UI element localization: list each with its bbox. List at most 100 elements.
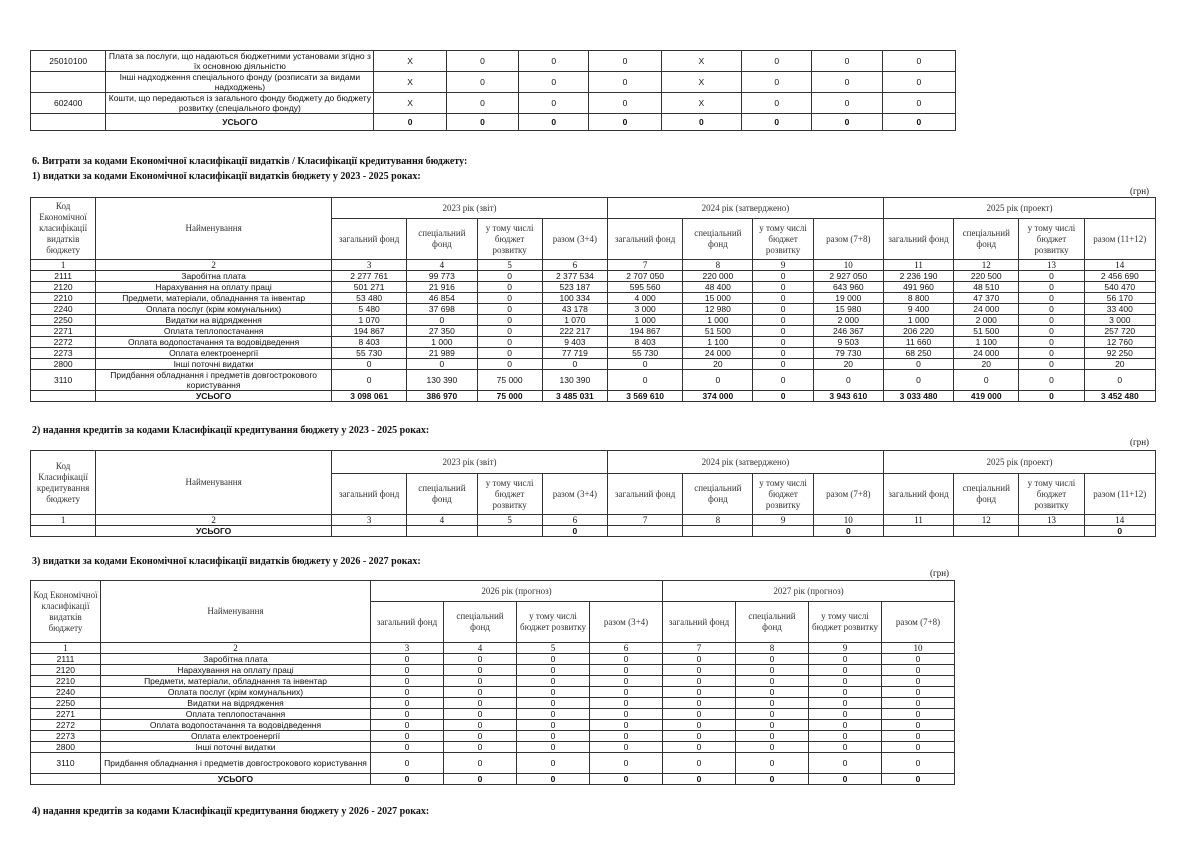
value-cell: 37 698 — [406, 303, 478, 315]
column-header: разом (3+4) — [589, 601, 663, 643]
value-cell: X — [373, 92, 447, 114]
value-cell: 0 — [588, 71, 662, 93]
value-cell: 0 — [741, 50, 813, 72]
table-row: 2240 Оплата послуг (крім комунальних) 5 48… — [29, 303, 1157, 315]
value-cell: 0 — [662, 653, 736, 665]
value-cell: 0 — [662, 773, 736, 785]
value-cell: 0 — [518, 50, 590, 72]
column-number: 11 — [882, 514, 955, 526]
value-cell: 3 098 061 — [331, 390, 408, 402]
value-cell: 0 — [811, 113, 883, 131]
column-header: спеціальний фонд — [953, 218, 1020, 260]
value-cell: 75 000 — [476, 369, 543, 391]
column-header: спеціальний фонд — [406, 473, 478, 515]
name-cell: Оплата теплопостачання — [100, 708, 371, 720]
unit-label: (грн) — [1130, 186, 1150, 196]
value-cell: 0 — [735, 773, 809, 785]
column-header: спеціальний фонд — [443, 601, 517, 643]
value-cell: 0 — [812, 369, 884, 391]
column-number: 13 — [1018, 514, 1085, 526]
value-cell: 0 — [752, 358, 814, 370]
name-cell: Інші поточні видатки — [100, 741, 371, 753]
table-row: 2271 Оплата теплопостачання 194 867 27 350 0… — [29, 325, 1157, 337]
column-number: 14 — [1083, 259, 1157, 271]
code-header: Код Класифікації кредитування бюджету — [29, 450, 97, 515]
value-cell — [476, 525, 543, 537]
value-cell: 3 452 480 — [1083, 390, 1157, 402]
column-header: у тому числі бюджет розвитку — [476, 473, 543, 515]
value-cell: 0 — [808, 752, 882, 774]
name-cell: Оплата водопостачання та водовідведення — [100, 719, 371, 731]
value-cell: 0 — [370, 675, 444, 687]
value-cell — [882, 525, 955, 537]
value-cell: 0 — [881, 752, 955, 774]
name-cell: Оплата водопостачання та водовідведення — [95, 336, 333, 348]
column-header: загальний фонд — [331, 473, 408, 515]
value-cell: 0 — [370, 773, 444, 785]
column-number: 1 — [29, 514, 97, 526]
value-cell: X — [373, 71, 447, 93]
value-cell: 206 220 — [882, 325, 955, 337]
value-cell: 24 000 — [682, 347, 754, 359]
code-cell: 25010100 — [29, 50, 107, 72]
code-cell: 2250 — [30, 697, 101, 709]
total-row: УСЬОГО 0 0 0 0 0 0 0 0 — [30, 773, 955, 785]
value-cell: 0 — [370, 686, 444, 698]
value-cell: 1 000 — [606, 314, 684, 326]
column-number: 13 — [1018, 259, 1085, 271]
value-cell: 51 500 — [953, 325, 1020, 337]
column-header: спеціальний фонд — [682, 218, 754, 260]
value-cell: 75 000 — [476, 390, 543, 402]
value-cell: 0 — [541, 358, 609, 370]
value-cell: 0 — [735, 697, 809, 709]
column-header: разом (3+4) — [541, 218, 609, 260]
value-cell: 3 000 — [1083, 314, 1157, 326]
value-cell: 0 — [445, 71, 520, 93]
value-cell: 9 403 — [541, 336, 609, 348]
column-number: 9 — [808, 642, 882, 654]
value-cell: 68 250 — [882, 347, 955, 359]
table-row: 2120 Нарахування на оплату праці 501 271 21… — [29, 281, 1157, 293]
value-cell: 3 485 031 — [541, 390, 609, 402]
column-header: загальний фонд — [882, 473, 955, 515]
column-header: спеціальний фонд — [682, 473, 754, 515]
table-row: 2800 Інші поточні видатки 0 0 0 0 0 0 0 0 — [30, 741, 955, 753]
column-header: загальний фонд — [662, 601, 736, 643]
value-cell: 2 000 — [812, 314, 884, 326]
year-header: 2023 рік (звіт) — [331, 197, 608, 219]
value-cell: 0 — [445, 113, 520, 131]
column-number: 6 — [589, 642, 663, 654]
value-cell: 0 — [953, 369, 1020, 391]
value-cell: 0 — [662, 708, 736, 720]
value-cell: 386 970 — [406, 390, 478, 402]
value-cell: 491 960 — [882, 281, 955, 293]
value-cell: 92 250 — [1083, 347, 1157, 359]
value-cell: 0 — [445, 92, 520, 114]
value-cell: 0 — [735, 653, 809, 665]
year-header: 2023 рік (звіт) — [331, 450, 608, 474]
subsection-2-title: 2) надання кредитів за кодами Класифікац… — [32, 425, 430, 436]
column-header: у тому числі бюджет розвитку — [752, 218, 814, 260]
value-cell: 0 — [735, 664, 809, 676]
value-cell: 0 — [516, 675, 590, 687]
name-header: Найменування — [95, 197, 333, 260]
value-cell: 0 — [752, 303, 814, 315]
value-cell: 0 — [1018, 281, 1085, 293]
value-cell: 21 916 — [406, 281, 478, 293]
value-cell: 501 271 — [331, 281, 408, 293]
column-number: 9 — [752, 259, 814, 271]
value-cell: 540 470 — [1083, 281, 1157, 293]
value-cell: 0 — [808, 675, 882, 687]
code-cell: 2800 — [29, 358, 97, 370]
code-cell — [30, 773, 101, 785]
column-header: разом (11+12) — [1083, 218, 1157, 260]
value-cell: 0 — [516, 730, 590, 742]
code-cell: 3110 — [30, 752, 101, 774]
value-cell: 0 — [662, 741, 736, 753]
name-cell: Предмети, матеріали, обладнання та інвен… — [100, 675, 371, 687]
value-cell: 3 943 610 — [812, 390, 884, 402]
value-cell: 0 — [406, 358, 478, 370]
value-cell: 0 — [370, 697, 444, 709]
column-number: 3 — [331, 514, 408, 526]
column-number: 9 — [752, 514, 814, 526]
